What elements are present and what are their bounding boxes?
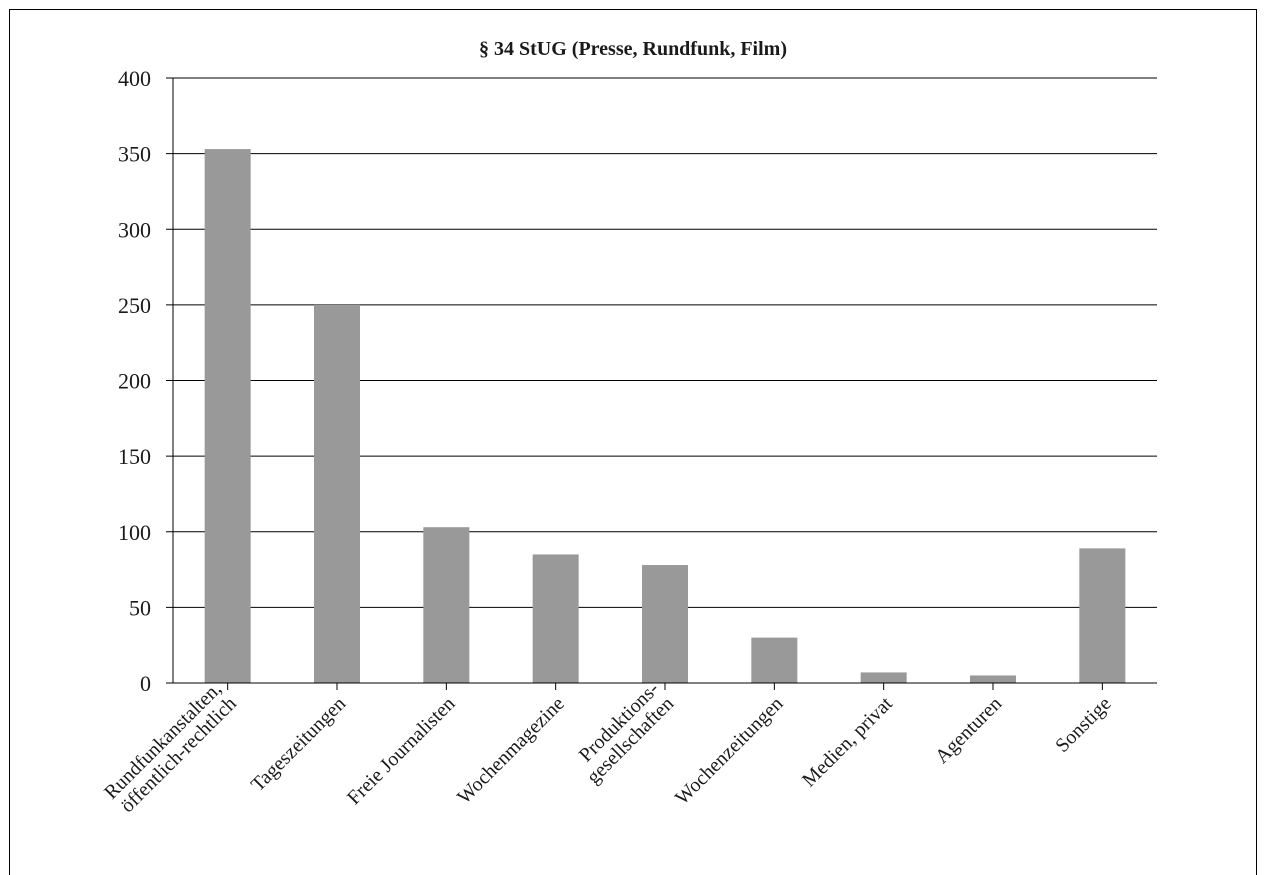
bar — [642, 565, 688, 683]
y-tick-label: 200 — [118, 369, 151, 394]
y-axis-ticks: 0 50 100 150 200 250 300 350 400 — [118, 66, 173, 696]
x-category-label: Freie Journalisten — [343, 693, 459, 809]
x-category-label: Wochenmagezine — [453, 693, 569, 809]
x-category-label: Rundfunkanstalten,öffentlich-rechtlich — [100, 678, 241, 819]
y-tick-label: 250 — [118, 293, 151, 318]
y-tick-label: 0 — [140, 671, 151, 696]
y-tick-label: 50 — [129, 595, 151, 620]
x-category-label: Tageszeitungen — [247, 693, 350, 796]
bar — [423, 527, 470, 683]
y-tick-label: 400 — [118, 66, 151, 91]
x-category-label-line: Sonstige — [1051, 693, 1115, 757]
x-category-label-line: Wochenzeitungen — [671, 693, 788, 810]
x-axis-labels: Rundfunkanstalten,öffentlich-rechtlich Ta… — [100, 678, 1116, 819]
chart-frame — [9, 9, 1257, 875]
x-category-label-line: Agenturen — [931, 693, 1006, 768]
x-category-label: Medien, privat — [798, 692, 897, 791]
y-tick-label: 100 — [118, 520, 151, 545]
y-tick-label: 350 — [118, 142, 151, 167]
x-category-label: Produktions-gesellschaften — [568, 678, 679, 789]
axes — [166, 78, 1157, 690]
chart-title: § 34 StUG (Presse, Rundfunk, Film) — [479, 38, 787, 60]
bar — [1079, 548, 1126, 683]
y-tick-label: 300 — [118, 217, 151, 242]
x-category-label: Sonstige — [1051, 693, 1115, 757]
x-category-label-line: Tageszeitungen — [247, 693, 350, 796]
bar — [204, 149, 251, 683]
x-category-label: Wochenzeitungen — [671, 693, 788, 810]
x-category-label-line: Medien, privat — [798, 692, 897, 791]
bar — [751, 637, 798, 683]
bar — [860, 672, 907, 683]
x-category-label-line: Freie Journalisten — [343, 693, 459, 809]
bar — [970, 675, 1016, 683]
bars — [204, 149, 1126, 683]
bar — [532, 554, 579, 683]
x-category-label-line: Wochenmagezine — [453, 693, 569, 809]
x-category-label: Agenturen — [931, 693, 1006, 768]
y-tick-label: 150 — [118, 444, 151, 469]
bar — [314, 304, 360, 683]
